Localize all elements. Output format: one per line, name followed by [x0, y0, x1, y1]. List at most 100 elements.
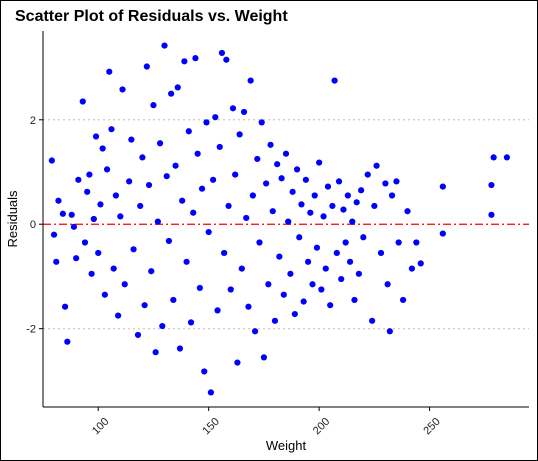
data-point: [179, 197, 186, 204]
data-point: [108, 126, 115, 133]
data-point: [225, 202, 232, 210]
data-point: [263, 180, 270, 187]
data-point: [335, 178, 343, 185]
data-point: [218, 49, 226, 57]
data-point: [212, 114, 219, 121]
data-point: [369, 317, 376, 324]
data-point: [488, 181, 495, 189]
data-point: [143, 63, 150, 70]
data-point: [274, 161, 281, 168]
data-point: [269, 208, 276, 215]
data-point: [216, 143, 223, 151]
data-point: [373, 162, 380, 169]
data-point: [64, 338, 71, 345]
data-point: [287, 270, 294, 277]
data-point: [413, 239, 420, 246]
data-point: [280, 291, 287, 298]
data-point: [176, 345, 184, 352]
data-point: [333, 249, 340, 257]
data-point: [59, 210, 66, 217]
data-point: [97, 201, 104, 208]
data-point: [256, 239, 263, 246]
data-point: [260, 354, 268, 361]
data-point: [112, 192, 119, 199]
data-point: [267, 141, 274, 148]
data-point: [165, 237, 173, 245]
data-point: [229, 105, 237, 112]
data-point: [293, 166, 301, 173]
data-point: [68, 211, 75, 218]
data-point: [53, 258, 60, 265]
data-point: [349, 218, 356, 225]
y-axis-label: Residuals: [5, 190, 20, 248]
data-point: [139, 154, 146, 161]
data-point: [194, 150, 201, 157]
data-point: [298, 201, 305, 208]
data-point: [159, 322, 166, 330]
data-point: [408, 265, 416, 272]
data-point: [90, 215, 97, 223]
data-point: [296, 234, 303, 241]
data-point: [196, 284, 203, 292]
data-point: [174, 84, 181, 91]
data-point: [70, 223, 78, 230]
data-point: [183, 258, 190, 265]
data-point: [300, 298, 307, 305]
data-point: [304, 258, 312, 265]
data-point: [371, 202, 378, 210]
data-point: [324, 183, 332, 190]
data-point: [95, 249, 102, 257]
data-point: [168, 90, 175, 97]
data-point: [192, 55, 199, 62]
data-point: [137, 202, 144, 210]
data-point: [163, 173, 170, 180]
data-point: [351, 296, 358, 304]
data-point: [156, 140, 164, 147]
data-point: [106, 68, 113, 75]
data-point: [119, 86, 126, 93]
data-point: [115, 312, 122, 319]
data-point: [282, 150, 290, 157]
data-point: [81, 239, 89, 246]
data-point: [121, 281, 128, 288]
data-point: [170, 296, 177, 304]
data-point: [161, 42, 168, 49]
data-point: [75, 176, 82, 183]
x-axis-ticks: 100 150 200 250: [90, 407, 443, 437]
data-point: [254, 155, 261, 163]
data-point: [353, 199, 360, 206]
data-point: [214, 307, 221, 314]
data-point: [251, 328, 259, 335]
data-point: [148, 268, 155, 275]
data-point: [234, 359, 241, 366]
data-point: [316, 159, 323, 166]
data-point: [344, 192, 351, 199]
x-tick-label: 250: [421, 416, 442, 437]
data-point: [331, 77, 338, 84]
data-point: [318, 286, 325, 293]
data-point: [245, 303, 252, 310]
data-point: [338, 275, 345, 283]
data-point: [309, 281, 316, 288]
data-point: [172, 162, 179, 169]
data-point: [340, 206, 347, 213]
data-point: [236, 131, 243, 138]
data-point: [86, 171, 93, 178]
data-point: [210, 176, 217, 183]
data-point: [232, 171, 239, 178]
data-point: [101, 291, 108, 298]
data-point: [311, 192, 318, 199]
data-point: [223, 56, 230, 63]
data-point: [134, 331, 142, 339]
data-point: [187, 319, 195, 326]
data-point: [50, 231, 58, 238]
data-point: [291, 310, 298, 318]
data-point: [313, 244, 321, 251]
data-point: [377, 249, 385, 257]
y-tick-label: 2: [30, 115, 36, 127]
data-point: [276, 253, 283, 260]
data-point: [388, 192, 396, 199]
data-point: [278, 175, 285, 182]
data-point: [128, 136, 135, 143]
data-point: [207, 389, 214, 396]
